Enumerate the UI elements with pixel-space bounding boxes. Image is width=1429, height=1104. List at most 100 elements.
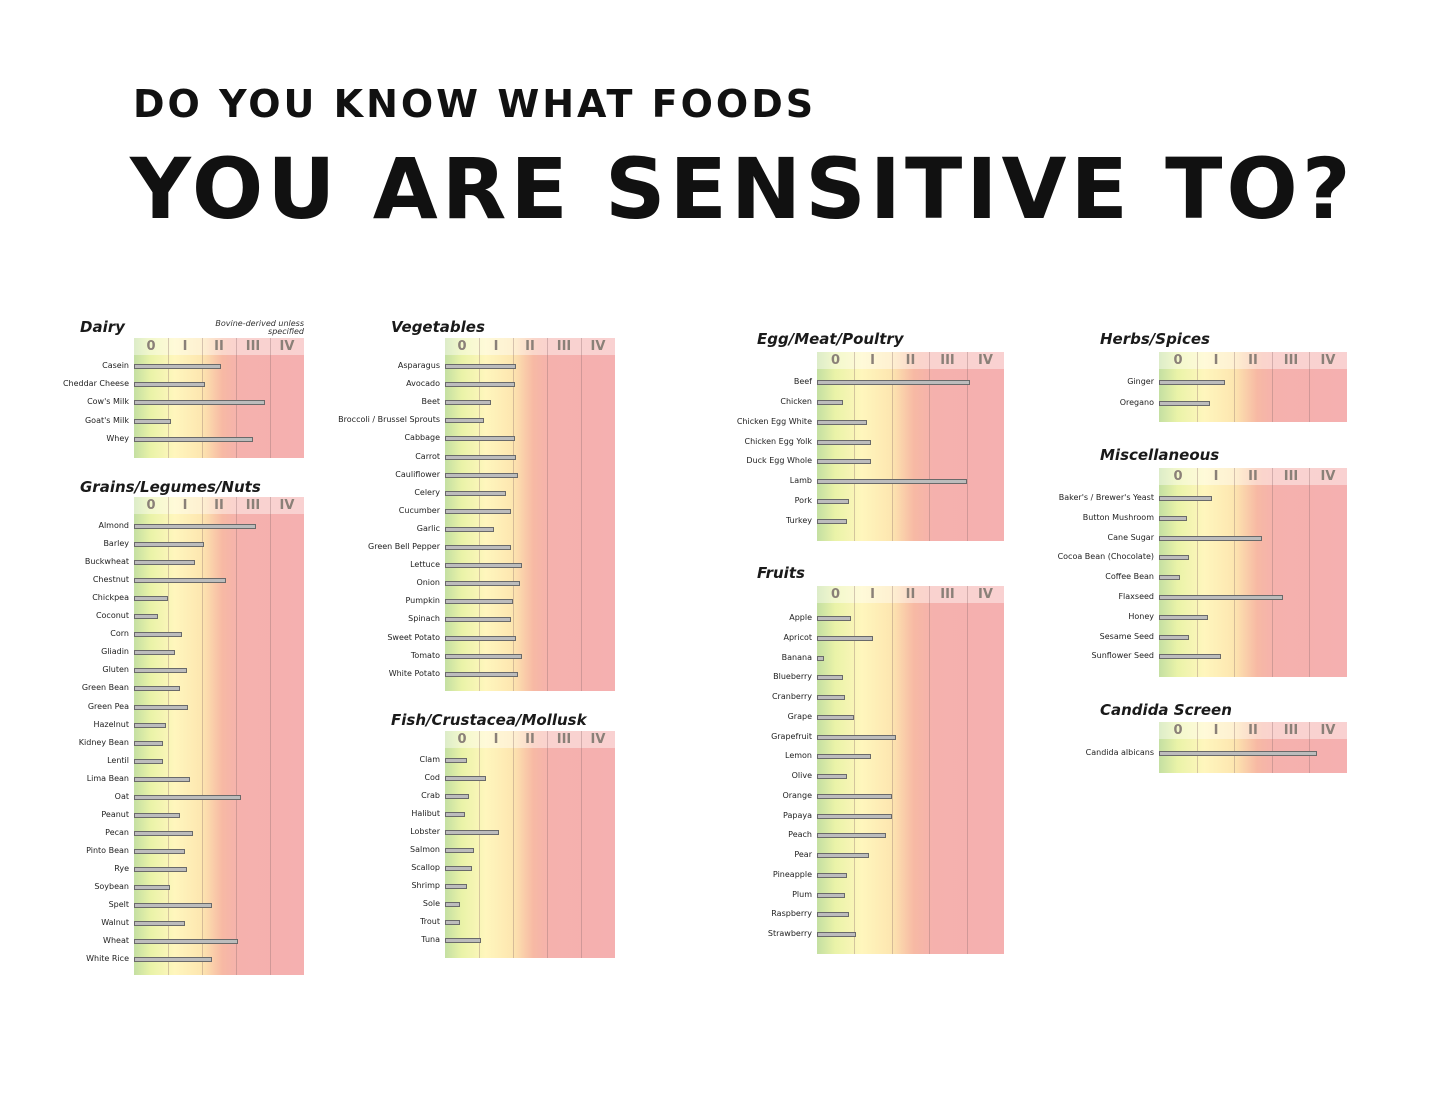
- bar: [445, 418, 484, 424]
- scale-label: IV: [1320, 469, 1336, 484]
- scale-label: 0: [457, 339, 467, 354]
- bar: [1159, 654, 1221, 660]
- bar-label: Cod: [424, 773, 440, 782]
- bar-label: Shrimp: [411, 881, 440, 890]
- bar: [134, 776, 190, 782]
- bar: [817, 734, 896, 740]
- scale-label: I: [1213, 353, 1219, 368]
- grid-line: [581, 338, 582, 691]
- bar: [445, 472, 518, 478]
- bar: [445, 920, 460, 925]
- bar: [817, 479, 967, 485]
- bar: [1159, 515, 1187, 521]
- bar-label: Wheat: [103, 936, 129, 946]
- chart-title-herbs-spices: Herbs/Spices: [1100, 330, 1210, 348]
- bar-label: Peanut: [101, 809, 129, 819]
- scale-label: IV: [590, 732, 606, 747]
- bar: [134, 812, 180, 818]
- bar-label: Onion: [416, 578, 440, 588]
- bar: [817, 459, 871, 465]
- scale-label: III: [1283, 469, 1299, 484]
- bar: [817, 499, 849, 505]
- chart-grid-miscellaneous: 0 I II III IV: [1159, 468, 1347, 677]
- bar: [817, 675, 843, 681]
- bar: [134, 848, 185, 854]
- bar-label: Lentil: [107, 755, 129, 765]
- bar-label: Apple: [789, 613, 812, 622]
- bar-label: Gluten: [102, 665, 129, 675]
- scale-label: II: [905, 587, 916, 602]
- grid-line: [1197, 468, 1198, 677]
- bar: [1159, 380, 1225, 385]
- bar-label: Green Bell Pepper: [368, 542, 440, 551]
- bar: [1159, 634, 1189, 640]
- scale-header-dairy: [134, 338, 304, 355]
- bar: [1159, 555, 1189, 561]
- grid-line: [854, 352, 855, 541]
- chart-title-vegetables: Vegetables: [391, 318, 485, 336]
- bar-label: Celery: [414, 487, 440, 497]
- bar-label: Beet: [421, 397, 440, 407]
- bar: [817, 655, 824, 661]
- chart-title-egg-meat-poultry: Egg/Meat/Poultry: [757, 330, 904, 348]
- scale-label: II: [214, 498, 224, 513]
- scale-label: III: [940, 353, 955, 368]
- scale-label: III: [245, 498, 261, 513]
- chart-title-miscellaneous: Miscellaneous: [1100, 446, 1220, 464]
- bar-label: Gliadin: [101, 647, 129, 657]
- grid-line: [1197, 722, 1198, 773]
- bar-label: Baker's / Brewer's Yeast: [1058, 493, 1154, 502]
- bar: [134, 939, 238, 945]
- scale-label: II: [1248, 723, 1258, 738]
- bar: [1159, 575, 1180, 581]
- scale-label: IV: [590, 339, 606, 354]
- bar: [817, 714, 854, 720]
- chart-grid-candida-screen: 0 I II III IV: [1159, 722, 1347, 773]
- chart-grid-vegetables: 0 I II III IV: [445, 338, 615, 691]
- bar-label: Buckwheat: [84, 557, 129, 567]
- scale-label: 0: [146, 498, 156, 513]
- bar-label: Honey: [1128, 611, 1154, 621]
- bar: [134, 921, 185, 927]
- grid-line: [236, 338, 237, 458]
- bar-label: Flaxseed: [1118, 592, 1154, 601]
- bar: [445, 776, 486, 781]
- bar-label: Strawberry: [767, 929, 812, 938]
- bar: [445, 563, 522, 569]
- scale-label: 0: [1173, 353, 1183, 368]
- bar: [445, 545, 511, 550]
- grid-line: [1234, 468, 1235, 677]
- scale-header-vegetables: [445, 338, 615, 355]
- bar: [134, 596, 168, 602]
- bar-label: Pork: [794, 496, 812, 506]
- bar: [817, 853, 869, 858]
- bar: [445, 848, 474, 853]
- bar: [817, 813, 892, 819]
- grid-line: [967, 586, 968, 954]
- bar: [134, 400, 265, 406]
- bar-label: Rye: [114, 863, 129, 873]
- grid-line: [892, 352, 893, 541]
- bar: [134, 722, 166, 728]
- grid-line: [1197, 352, 1198, 422]
- scale-label: 0: [830, 587, 841, 602]
- bar-label: Sunflower Seed: [1091, 651, 1154, 661]
- bar-label: Cranberry: [771, 692, 812, 701]
- bar: [134, 830, 193, 836]
- bar-label: Button Mushroom: [1082, 512, 1154, 522]
- chart-grid-grains-legumes-nuts: 0 I II III IV: [134, 497, 304, 975]
- grid-line: [854, 586, 855, 954]
- scale-label: IV: [1320, 723, 1336, 738]
- scale-label: I: [870, 587, 875, 602]
- scale-label: III: [556, 732, 572, 747]
- bar: [445, 794, 469, 799]
- bar-label: White Rice: [86, 954, 129, 964]
- bar: [445, 454, 516, 460]
- scale-label: 0: [830, 353, 841, 368]
- scale-label: IV: [1320, 353, 1336, 368]
- bar-label: Pear: [794, 850, 812, 859]
- bar-label: Soybean: [94, 882, 129, 891]
- bar-label: Cabbage: [404, 433, 440, 443]
- grid-line: [929, 352, 930, 541]
- bar-label: Papaya: [783, 810, 812, 820]
